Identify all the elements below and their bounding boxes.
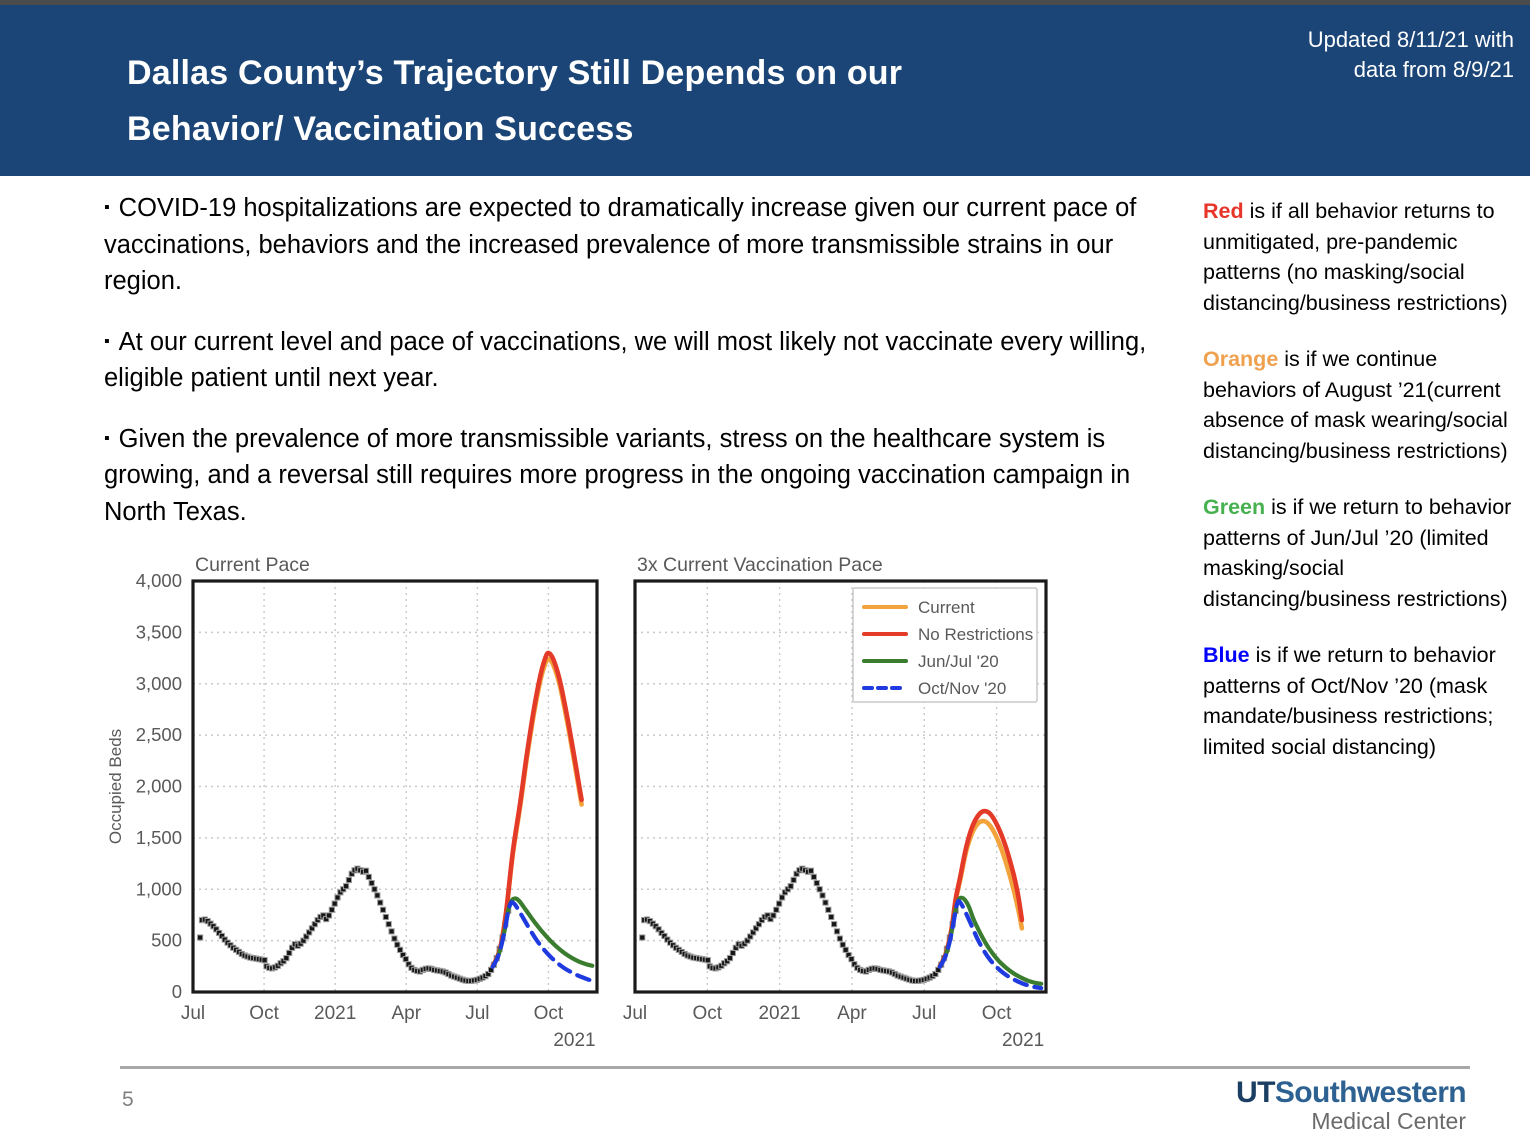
svg-text:Apr: Apr [837, 1003, 867, 1024]
svg-text:3,000: 3,000 [136, 673, 182, 694]
updated-note: Updated 8/11/21 with data from 8/9/21 [1308, 25, 1514, 85]
svg-text:2,000: 2,000 [136, 776, 182, 797]
footer-divider [120, 1066, 1470, 1069]
svg-text:2021: 2021 [553, 1030, 595, 1051]
bullet-square-icon: ▪ [104, 199, 110, 216]
page-title: Dallas County’s Trajectory Still Depends… [127, 45, 902, 157]
svg-text:3,500: 3,500 [136, 621, 182, 642]
utsw-logo-subtitle: Medical Center [1311, 1108, 1466, 1134]
page-title-line2: Behavior/ Vaccination Success [127, 110, 634, 148]
utsw-logo-wordmark: UTSouthwestern [1236, 1076, 1467, 1109]
scenario-red-text: is if all behavior returns to unmitigate… [1203, 199, 1508, 315]
svg-text:Oct: Oct [249, 1003, 279, 1024]
page-title-line1: Dallas County’s Trajectory Still Depends… [127, 54, 903, 92]
svg-text:Jul: Jul [623, 1003, 647, 1024]
svg-text:Jun/Jul '20: Jun/Jul '20 [918, 652, 999, 671]
scenario-blue-label: Blue [1203, 643, 1250, 667]
svg-text:Jul: Jul [912, 1003, 936, 1024]
scenario-red-label: Red [1203, 199, 1244, 223]
svg-text:Oct: Oct [982, 1003, 1012, 1024]
scenario-orange-text: is if we continue behaviors of August ’2… [1203, 347, 1508, 463]
utsw-logo: UTSouthwestern Medical Center [1236, 1076, 1467, 1135]
svg-text:3x Current Vaccination Pace: 3x Current Vaccination Pace [637, 554, 883, 576]
svg-text:2021: 2021 [758, 1003, 800, 1024]
chart-current-pace: Current Pace 0 500 1,000 1,500 2,000 2,500 3,00… [106, 554, 599, 1051]
svg-text:Jul: Jul [465, 1003, 489, 1024]
svg-text:Current Pace: Current Pace [195, 554, 310, 576]
svg-text:No Restrictions: No Restrictions [918, 625, 1033, 644]
scenario-green: Green is if we return to behavior patter… [1203, 492, 1517, 614]
updated-note-line1: Updated 8/11/21 with [1307, 27, 1514, 52]
scenario-blue: Blue is if we return to behavior pattern… [1203, 640, 1517, 762]
scenario-green-label: Green [1203, 495, 1266, 519]
svg-text:2,500: 2,500 [136, 724, 182, 745]
scenario-key: Red is if all behavior returns to unmiti… [1203, 196, 1517, 788]
scenario-red: Red is if all behavior returns to unmiti… [1203, 196, 1517, 318]
svg-text:Current: Current [918, 598, 975, 617]
svg-text:500: 500 [151, 930, 182, 951]
bullet-hospitalizations: ▪ COVID-19 hospitalizations are expected … [104, 190, 1186, 300]
bullet-text: Given the prevalence of more transmissib… [104, 424, 1131, 526]
utsw-logo-southwestern: Southwestern [1274, 1076, 1467, 1109]
bullet-text: At our current level and pace of vaccina… [104, 327, 1147, 393]
top-strip [0, 0, 1530, 5]
svg-text:1,500: 1,500 [136, 827, 182, 848]
bullet-text: COVID-19 hospitalizations are expected t… [104, 194, 1137, 295]
bullet-square-icon: ▪ [104, 332, 110, 350]
svg-text:1,000: 1,000 [136, 878, 182, 899]
svg-text:Occupied Beds: Occupied Beds [106, 729, 125, 844]
svg-text:4,000: 4,000 [136, 570, 182, 591]
scenario-orange: Orange is if we continue behaviors of Au… [1203, 344, 1517, 466]
bullet-list: ▪ COVID-19 hospitalizations are expected … [104, 190, 1186, 554]
svg-text:Oct: Oct [534, 1003, 564, 1024]
bullet-vaccination-pace: ▪ At our current level and pace of vaccin… [104, 324, 1186, 397]
slide-header: Dallas County’s Trajectory Still Depends… [0, 5, 1530, 176]
svg-text:Oct: Oct [693, 1003, 723, 1024]
bullet-variants: ▪ Given the prevalence of more transmissi… [104, 421, 1186, 531]
svg-text:0: 0 [172, 981, 182, 1002]
updated-note-line2: data from 8/9/21 [1353, 57, 1514, 82]
bullet-square-icon: ▪ [104, 429, 110, 447]
svg-text:2021: 2021 [314, 1003, 356, 1024]
svg-text:Oct/Nov '20: Oct/Nov '20 [918, 679, 1006, 698]
scenario-blue-text: is if we return to behavior patterns of … [1203, 643, 1496, 759]
scenario-orange-label: Orange [1203, 347, 1279, 371]
svg-text:Apr: Apr [391, 1003, 421, 1024]
scenario-green-text: is if we return to behavior patterns of … [1203, 495, 1512, 611]
svg-text:Jul: Jul [181, 1003, 205, 1024]
utsw-logo-ut: UT [1236, 1076, 1275, 1109]
page-number: 5 [122, 1088, 134, 1111]
chart-3x-vaccination-pace: 3x Current Vaccination Pace Jul Oct 2021 Apr… [623, 554, 1048, 1051]
svg-text:2021: 2021 [1002, 1030, 1044, 1051]
